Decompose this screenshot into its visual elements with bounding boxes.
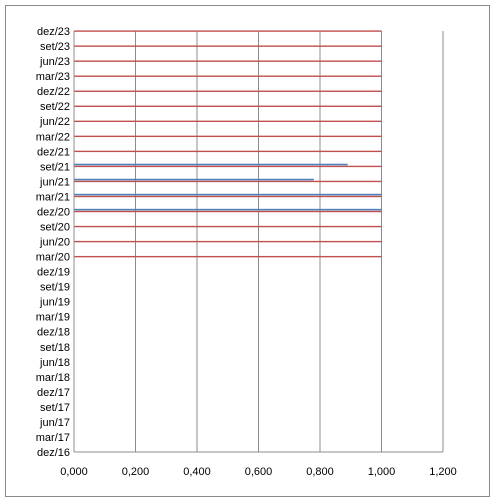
bar-set-20-s1 [74,225,382,228]
bar-set-23-s1 [74,45,382,47]
y-tick-label: dez/17 [37,387,70,399]
y-tick-label: mar/22 [36,131,70,143]
y-tick-label: dez/20 [37,206,70,218]
y-tick-label: dez/19 [37,267,70,279]
y-tick-label: set/19 [40,282,70,294]
bar-jun-21-s1 [74,180,382,183]
y-tick-label: jun/23 [39,56,70,68]
y-tick-label: jun/18 [39,357,70,369]
y-tick-label: mar/23 [36,71,70,83]
x-tick-label: 0,000 [60,466,88,478]
y-tick-label: dez/22 [37,86,70,98]
y-tick-label: jun/21 [39,176,70,188]
y-tick-labels: dez/16 mar/17 jun/17 set/17 dez/17 mar/18 jun/… [36,26,70,459]
bar-set-22-s1 [74,105,382,107]
y-tick-label: mar/19 [36,312,70,324]
bar-jun-22-s1 [74,120,382,123]
bar-dez-20-s2 [74,208,382,211]
bar-jun-21-s2 [74,178,314,181]
bar-jun-20-s1 [74,240,382,243]
y-tick-label: set/23 [40,41,70,53]
y-tick-label: jun/20 [39,237,70,249]
bar-dez-20-s1 [74,210,382,213]
y-tick-label: jun/22 [39,116,70,128]
bar-mar-22-s1 [74,135,382,138]
x-tick-label: 0,400 [183,466,211,478]
y-tick-label: set/21 [40,161,70,173]
y-tick-label: jun/17 [39,417,70,429]
y-tick-label: set/22 [40,101,70,113]
y-tick-label: dez/23 [37,26,70,38]
y-tick-label: mar/21 [36,191,70,203]
y-tick-label: jun/19 [39,297,70,309]
y-tick-label: dez/16 [37,447,70,459]
y-tick-label: mar/17 [36,432,70,444]
bar-set-21-s1 [74,165,382,168]
x-tick-label: 1,200 [429,466,457,478]
y-tick-label: mar/18 [36,372,70,384]
chart-frame: dez/16 mar/17 jun/17 set/17 dez/17 mar/18 jun/… [5,5,490,497]
bars [74,30,382,258]
x-tick-label: 0,200 [122,466,150,478]
x-tick-labels: 0,000 0,200 0,400 0,600 0,800 1,000 1,200 [60,466,457,478]
y-tick-label: dez/21 [37,146,70,158]
bar-mar-21-s1 [74,195,382,198]
y-tick-label: dez/18 [37,327,70,339]
x-tick-label: 0,800 [306,466,334,478]
axes [73,31,443,453]
bar-dez-23-s1 [74,30,382,32]
x-tick-label: 0,600 [245,466,273,478]
bar-jun-23-s1 [74,60,382,62]
bar-dez-22-s1 [74,90,382,92]
y-tick-label: mar/20 [36,252,70,264]
y-tick-label: set/20 [40,221,70,233]
y-tick-label: set/17 [40,402,70,414]
y-tick-label: set/18 [40,342,70,354]
bar-mar-23-s1 [74,75,382,77]
x-tick-label: 1,000 [368,466,396,478]
bar-set-21-s2 [74,163,348,166]
bar-mar-20-s1 [74,255,382,258]
bar-mar-21-s2 [74,193,382,196]
bar-dez-21-s1 [74,150,382,153]
bar-chart: dez/16 mar/17 jun/17 set/17 dez/17 mar/18 jun/… [36,26,457,478]
